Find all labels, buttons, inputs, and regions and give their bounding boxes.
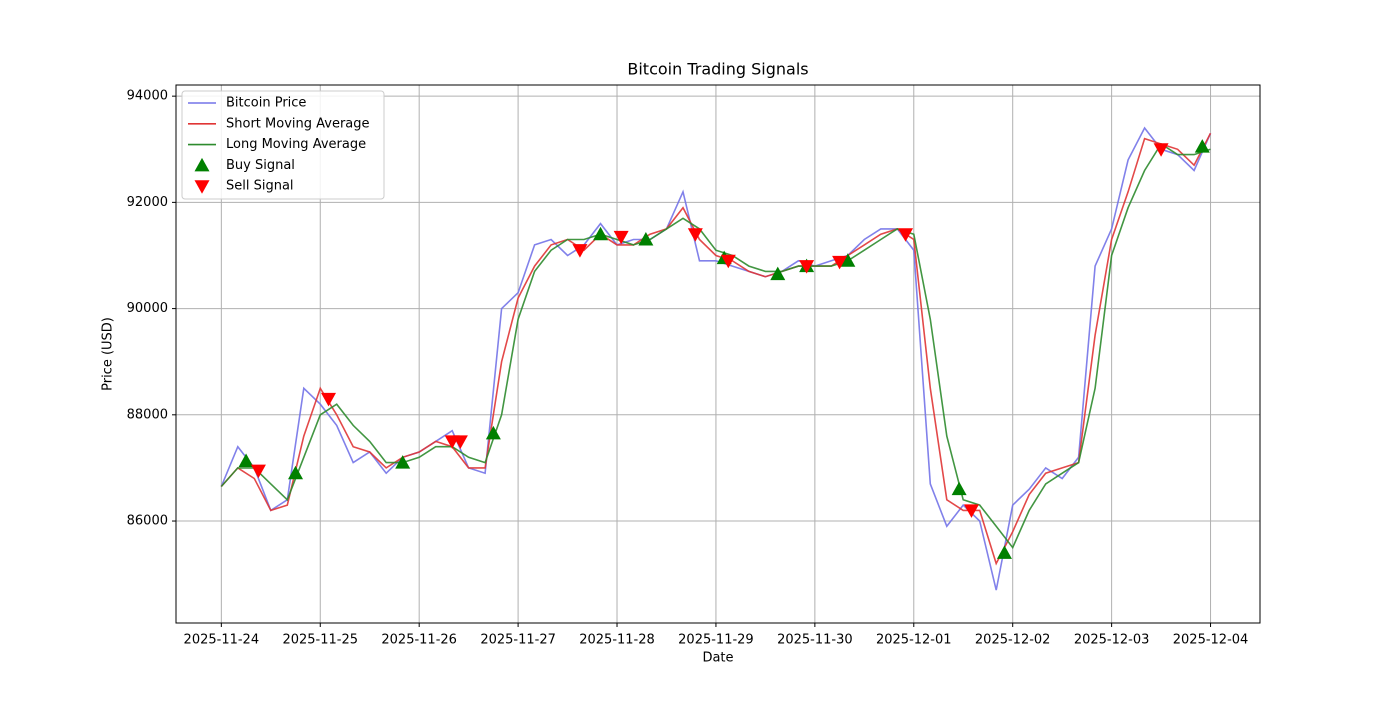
x-axis-label: Date	[702, 651, 733, 666]
sell-marker	[250, 464, 266, 479]
legend-label: Sell Signal	[226, 179, 294, 194]
sell-marker	[1153, 143, 1169, 157]
x-tick-label: 2025-11-26	[381, 633, 457, 648]
buy-marker	[951, 481, 967, 496]
buy-marker	[638, 232, 654, 246]
buy-marker	[395, 455, 411, 469]
x-tick-label: 2025-12-03	[1074, 633, 1150, 648]
sell-marker	[613, 230, 629, 245]
y-tick-label: 86000	[127, 514, 168, 529]
x-tick-label: 2025-11-27	[480, 633, 556, 648]
buy-marker	[238, 453, 254, 468]
buy-marker	[288, 465, 304, 480]
y-tick-label: 88000	[127, 407, 168, 422]
legend-label: Long Moving Average	[226, 137, 366, 152]
x-tick-label: 2025-11-30	[777, 633, 853, 648]
x-tick-label: 2025-12-04	[1173, 633, 1249, 648]
y-tick-label: 94000	[127, 89, 168, 104]
buy-marker	[770, 266, 786, 281]
x-tick-label: 2025-12-01	[876, 633, 952, 648]
legend-label: Short Moving Average	[226, 116, 370, 131]
legend: Bitcoin Price Short Moving Average Long Mo…	[181, 90, 385, 200]
x-tick-label: 2025-11-25	[282, 633, 358, 648]
legend-label: Buy Signal	[226, 158, 295, 173]
price-line	[220, 126, 1212, 591]
x-tick-label: 2025-11-28	[579, 633, 655, 648]
legend-label: Bitcoin Price	[226, 96, 306, 111]
legend-box	[181, 90, 385, 200]
buy-marker	[996, 545, 1012, 559]
sell-marker	[452, 435, 468, 449]
grid	[176, 85, 1260, 623]
sell-marker	[832, 255, 848, 270]
x-tick-label: 2025-11-24	[184, 633, 260, 648]
buy-marker	[485, 425, 501, 440]
sell-marker	[799, 260, 815, 274]
legend-swatch	[194, 157, 210, 172]
sell-marker	[898, 228, 914, 242]
y-tick-label: 90000	[127, 301, 168, 316]
sell-marker	[687, 228, 703, 242]
sell-marker	[963, 504, 979, 518]
buy-marker	[593, 226, 609, 241]
x-tick-label: 2025-12-02	[975, 633, 1051, 648]
sell-marker	[572, 244, 588, 258]
price-line	[220, 132, 1212, 566]
y-tick-label: 92000	[127, 195, 168, 210]
legend-swatch	[194, 180, 210, 194]
y-axis-label: Price (USD)	[101, 317, 116, 391]
price-line	[220, 142, 1211, 550]
chart-title: Bitcoin Trading Signals	[627, 60, 808, 79]
x-tick-label: 2025-11-29	[678, 633, 754, 648]
buy-marker	[840, 253, 856, 267]
sell-marker	[720, 254, 736, 269]
plot-frame	[175, 84, 1261, 624]
sell-marker	[321, 392, 337, 407]
buy-marker	[1194, 139, 1210, 153]
